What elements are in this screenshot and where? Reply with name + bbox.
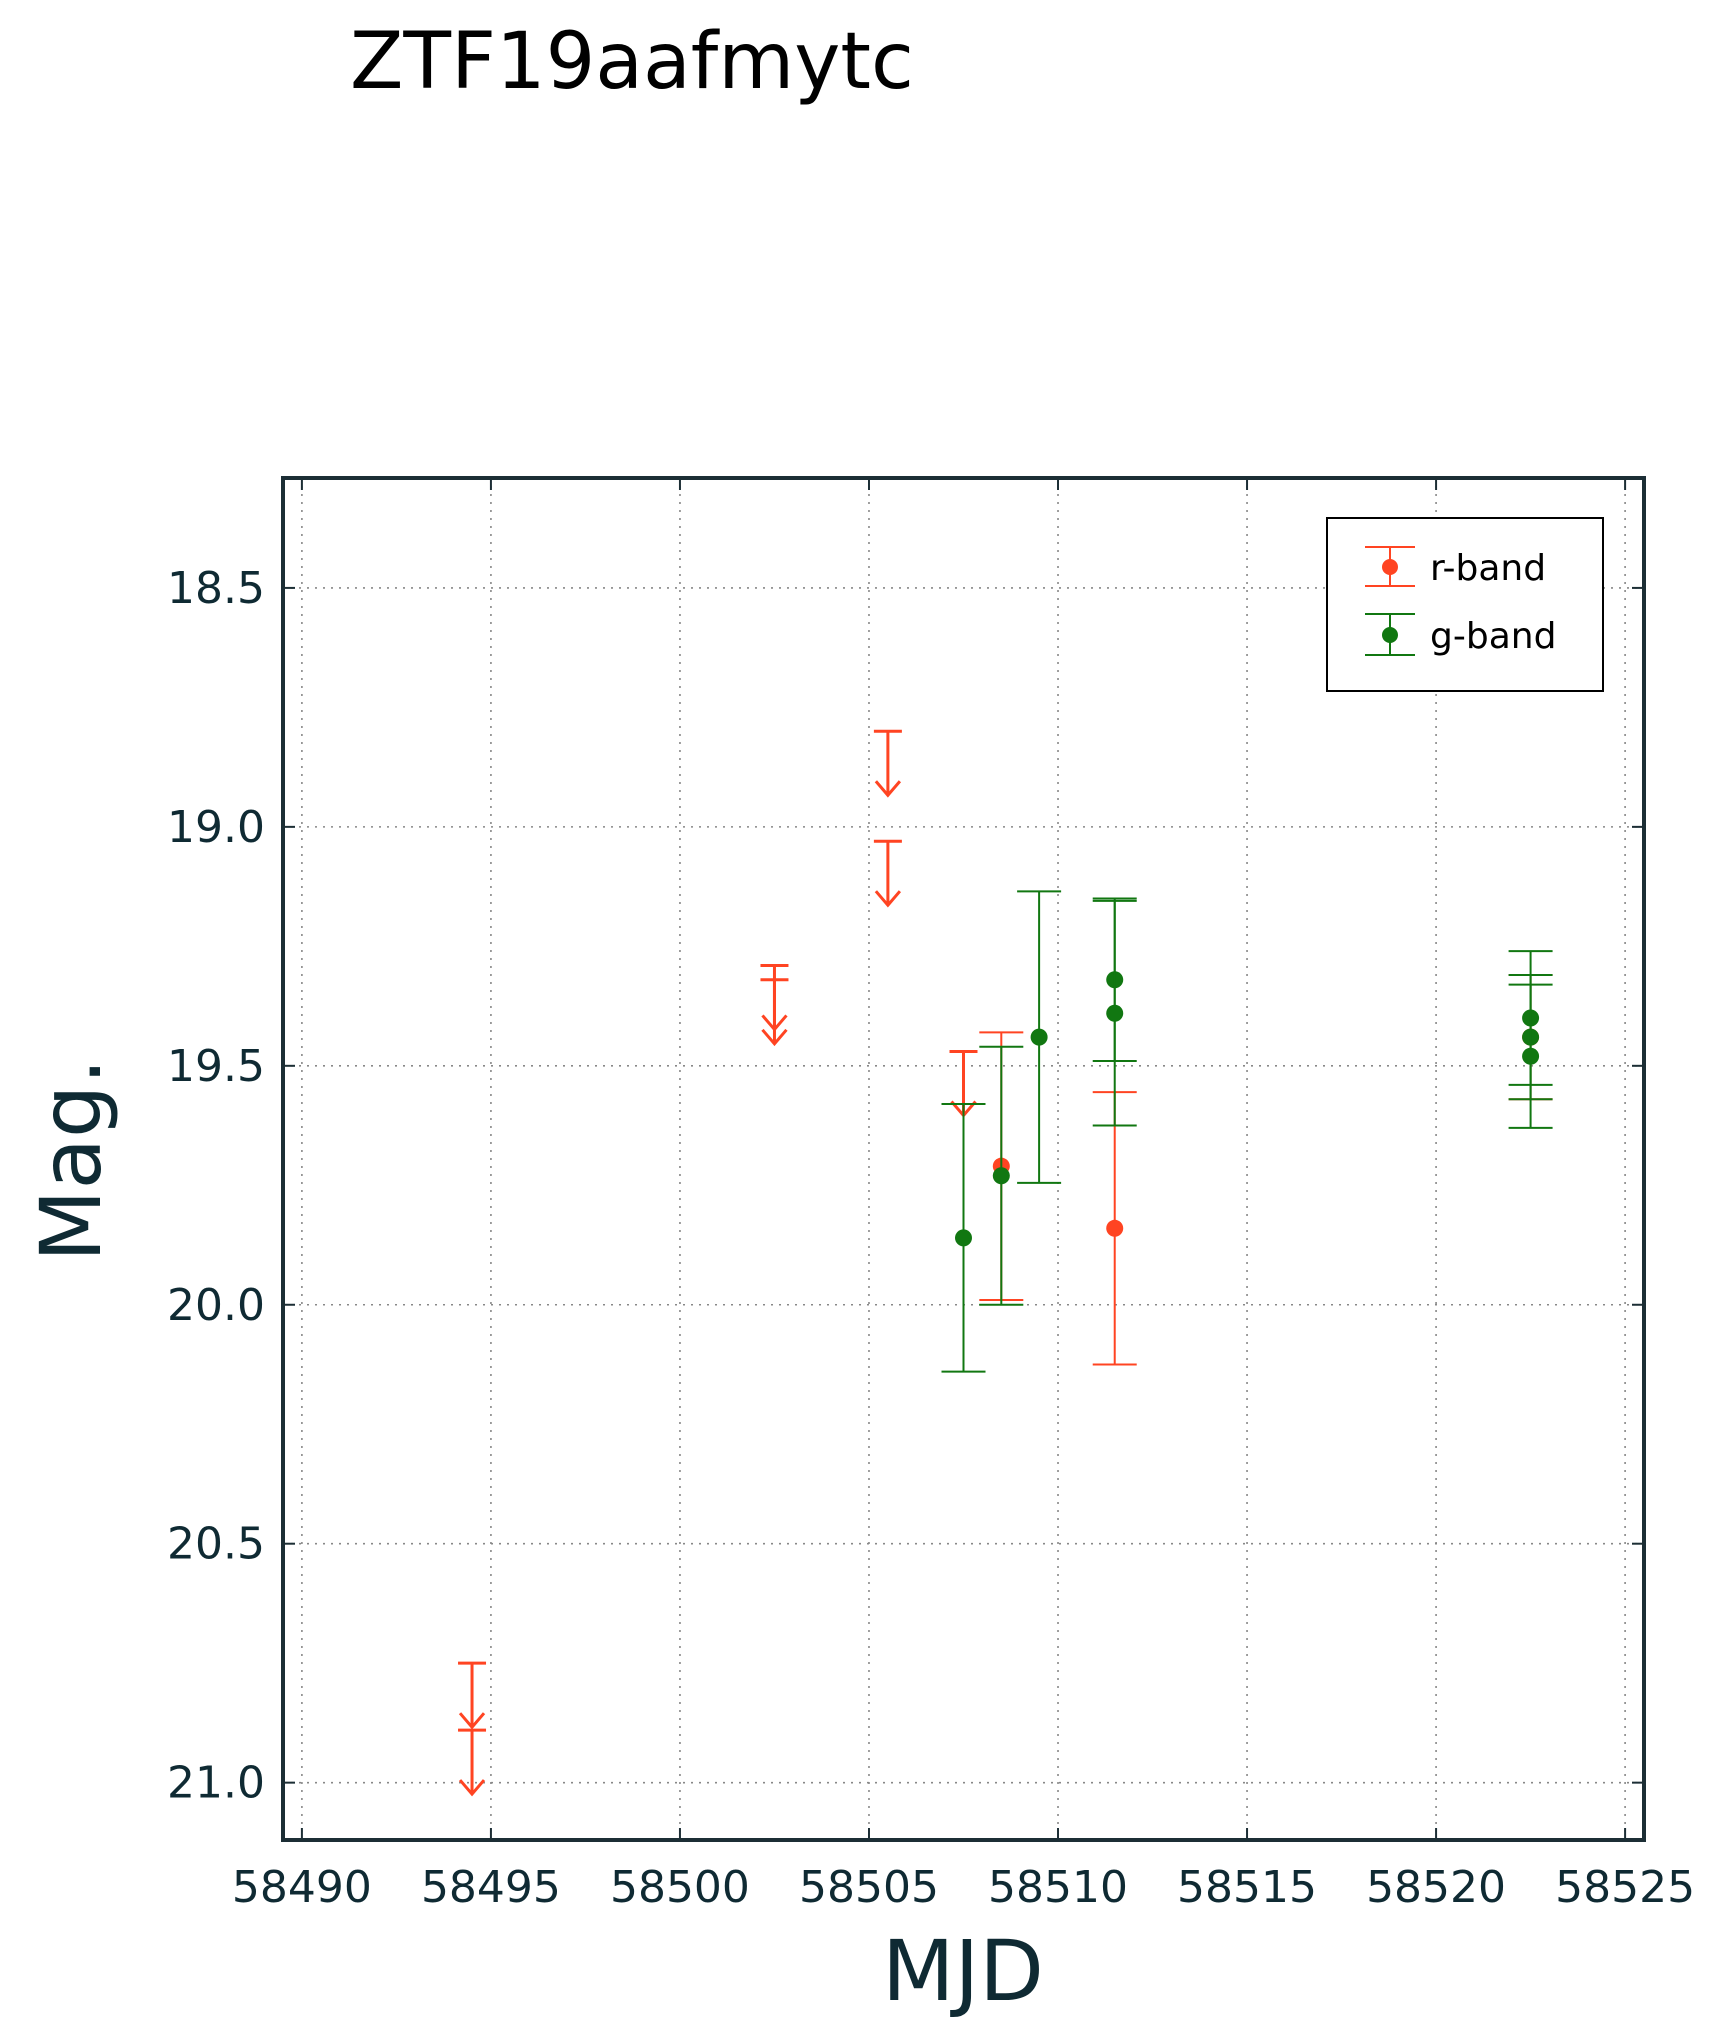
data-point [1106, 1219, 1124, 1237]
legend: r-band g-band [1326, 517, 1604, 692]
data-point [1522, 1047, 1540, 1065]
limit-arrowhead [874, 780, 902, 798]
limit-arrowhead [458, 1779, 486, 1797]
x-tick-label: 58505 [799, 1862, 939, 1913]
r-band-upper-limit [873, 729, 902, 798]
r-band-upper-limit [458, 1661, 487, 1730]
y-tick-label: 19.5 [167, 1041, 265, 1092]
r-band-upper-limit [873, 839, 902, 908]
legend-marker-r-band [1365, 546, 1415, 587]
y-tick-label: 19.0 [167, 802, 265, 853]
x-tick-label: 58510 [988, 1862, 1128, 1913]
g-band-detection [1508, 983, 1553, 1129]
g-band-detection [1017, 890, 1062, 1184]
x-tick-label: 58490 [232, 1862, 372, 1913]
data-point [992, 1167, 1010, 1185]
legend-label-g-band: g-band [1430, 616, 1556, 657]
g-band-detection [1092, 899, 1137, 1127]
g-band-detection [941, 1103, 986, 1373]
x-tick-label: 58515 [1177, 1862, 1317, 1913]
y-tick-label: 18.5 [167, 563, 265, 614]
limit-arrowhead [458, 1712, 486, 1730]
x-tick-label: 58495 [421, 1862, 561, 1913]
r-band-upper-limit [458, 1728, 487, 1797]
x-tick-label: 58500 [610, 1862, 750, 1913]
data-point [1106, 1004, 1124, 1022]
data-point [1030, 1028, 1048, 1046]
limit-arrowhead [874, 890, 902, 908]
ticks: 58490 58495 58500 58505 58510 58515 58520 58525… [167, 478, 1695, 1913]
r-band-detection [1092, 1091, 1137, 1366]
data-points [458, 729, 1553, 1797]
limit-arrowhead [761, 1028, 788, 1047]
legend-marker-g-band [1365, 613, 1415, 656]
x-axis-label: MJD [882, 1922, 1044, 2020]
y-tick-label: 20.0 [167, 1280, 265, 1331]
plot-frame [281, 476, 1646, 1842]
legend-box [1326, 517, 1604, 692]
y-tick-label: 20.5 [167, 1519, 265, 1570]
x-tick-label: 58520 [1366, 1862, 1506, 1913]
legend-label-r-band: r-band [1430, 548, 1546, 589]
chart-title: ZTF19aafmytc [350, 17, 914, 107]
r-band-upper-limit [760, 978, 789, 1047]
g-band-detection [979, 1045, 1024, 1306]
y-tick-label: 21.0 [167, 1758, 265, 1809]
data-point [955, 1229, 972, 1247]
x-tick-label: 58525 [1555, 1862, 1695, 1913]
y-axis-label: Mag. [22, 1058, 120, 1262]
